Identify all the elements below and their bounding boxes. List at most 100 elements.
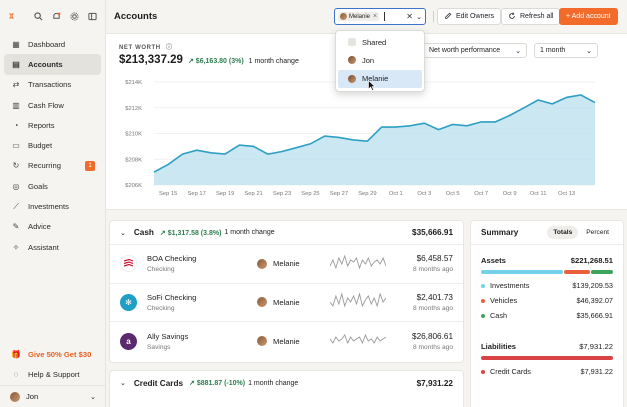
y-tick-label: $206K xyxy=(125,183,142,189)
avatar xyxy=(257,336,267,347)
x-tick-label: Oct 3 xyxy=(417,191,431,197)
gear-icon[interactable] xyxy=(69,11,79,21)
period-select[interactable]: 1 month ⌄ xyxy=(534,43,598,58)
legend-dot xyxy=(481,299,485,304)
info-icon[interactable]: ⓘ xyxy=(166,45,173,51)
tab-totals[interactable]: Totals xyxy=(547,226,579,239)
x-tick-label: Sep 21 xyxy=(244,191,262,197)
summary-item-label-wrap: Investments xyxy=(481,281,529,290)
assets-label: Assets xyxy=(481,256,506,265)
owner-option-jon[interactable]: Jon xyxy=(338,51,422,69)
sidebar-item-budget[interactable]: ▭ Budget xyxy=(4,135,101,155)
owner-option-label: Melanie xyxy=(362,74,389,84)
account-type: Checking xyxy=(147,266,175,274)
owner-chip[interactable]: Melanie × xyxy=(338,12,380,21)
sidebar-item-accounts[interactable]: ▤ Accounts xyxy=(4,54,101,75)
user-menu[interactable]: Jon ⌄ xyxy=(0,385,106,407)
account-updated-age: 8 months ago xyxy=(413,343,453,351)
help-support-label: Help & Support xyxy=(28,370,80,380)
assets-bar-cash xyxy=(590,270,613,274)
y-tick-label: $212K xyxy=(125,106,142,112)
referral-promo-label: Give 50% Get $30 xyxy=(28,350,92,360)
account-row-boa-checking[interactable]: BOA Checking Checking Melanie $6,458.57 8 mo… xyxy=(110,245,463,284)
app-logo-icon[interactable] xyxy=(8,9,15,23)
add-account-label: + Add account xyxy=(566,13,611,20)
help-support-link[interactable]: ◌ Help & Support xyxy=(4,365,102,385)
sidebar-item-investments[interactable]: ⟋ Investments xyxy=(4,196,101,216)
owner-chip-avatar xyxy=(340,13,347,20)
budget-icon: ▭ xyxy=(12,141,20,151)
owner-option-shared[interactable]: Shared xyxy=(338,33,422,51)
sidebar-item-recurring[interactable]: ↻ Recurring 1 xyxy=(4,156,101,176)
chip-remove-icon[interactable]: × xyxy=(373,13,378,20)
refresh-icon xyxy=(508,11,516,22)
reports-icon: ◔ xyxy=(13,120,19,130)
account-owner-label: Melanie xyxy=(273,259,300,269)
summary-item-label: Vehicles xyxy=(490,296,518,305)
refresh-all-button[interactable]: Refresh all xyxy=(501,8,561,25)
edit-owners-button[interactable]: Edit Owners xyxy=(437,8,502,25)
account-type: Checking xyxy=(147,304,175,312)
metric-select[interactable]: Net worth performance ⌄ xyxy=(423,43,527,58)
chevron-down-icon[interactable]: ⌄ xyxy=(120,229,126,237)
x-tick-label: Oct 5 xyxy=(446,191,460,197)
x-tick-label: Oct 9 xyxy=(503,191,517,197)
cash-header[interactable]: ⌄ Cash ↗ $1,317.58 (3.8%) 1 month change… xyxy=(110,221,463,245)
liabilities-row: Liabilities $7,931.22 xyxy=(471,339,623,354)
net-worth-value: $213,337.29 xyxy=(119,54,183,66)
sidebar-item-goals[interactable]: ◎ Goals xyxy=(4,176,101,196)
add-account-button[interactable]: + Add account xyxy=(559,8,618,25)
chevron-down-icon[interactable]: ⌄ xyxy=(416,13,422,21)
credit-cards-header[interactable]: ⌄ Credit Cards ↗ $881.87 (-10%) 1 month … xyxy=(110,371,463,395)
balance-sparkline xyxy=(330,254,386,270)
net-worth-area xyxy=(154,94,595,185)
account-updated-age: 8 months ago xyxy=(413,304,453,312)
x-tick-label: Sep 25 xyxy=(301,191,319,197)
owner-option-melanie[interactable]: Melanie xyxy=(338,69,422,88)
account-name: Ally Savings xyxy=(147,331,189,341)
sidebar-item-assistant[interactable]: ✧ Assistant xyxy=(4,237,101,257)
tab-percent[interactable]: Percent xyxy=(586,229,609,236)
sidebar-toggle-icon[interactable] xyxy=(87,11,97,21)
net-worth-label: NET WORTH ⓘ xyxy=(119,42,173,51)
referral-promo-link[interactable]: 🎁 Give 50% Get $30 xyxy=(4,344,102,364)
notification-bell-icon[interactable] xyxy=(51,11,61,21)
sidebar-item-cash-flow[interactable]: ▥ Cash Flow xyxy=(4,95,101,115)
summary-item-label-wrap: Vehicles xyxy=(481,296,517,305)
legend-dot xyxy=(481,370,485,375)
account-row-sofi-checking[interactable]: ✻ SoFi Checking Checking Melanie $2,401.73 8 … xyxy=(110,284,463,322)
liabilities-bar xyxy=(481,356,613,360)
clear-selection-icon[interactable]: ✕ xyxy=(406,12,413,21)
account-owner: Melanie xyxy=(257,297,300,308)
account-row-ally-savings[interactable]: a Ally Savings Savings Melanie $26,806.61 8 m… xyxy=(110,322,463,361)
account-owner: Melanie xyxy=(257,258,300,269)
x-tick-label: Sep 29 xyxy=(358,191,376,197)
sidebar-item-advice[interactable]: ✎ Advice xyxy=(4,217,101,237)
assets-total: $221,268.51 xyxy=(570,256,613,265)
sidebar-nav: ▦ Dashboard ▤ Accounts ⇄ Transactions ▥ Cash Fl… xyxy=(0,34,105,257)
mouse-cursor-icon xyxy=(368,79,376,94)
help-icon: ◌ xyxy=(13,370,19,380)
investments-icon: ⟋ xyxy=(13,201,19,211)
sidebar-item-dashboard[interactable]: ▦ Dashboard xyxy=(4,34,101,54)
x-tick-label: Oct 13 xyxy=(558,191,575,197)
cash-total: $35,666.91 xyxy=(412,228,453,237)
liability-breakdown-list: Credit Cards $7,931.22 xyxy=(471,364,623,379)
cash-card: ⌄ Cash ↗ $1,317.58 (3.8%) 1 month change… xyxy=(109,220,464,363)
credit-cards-total: $7,931.22 xyxy=(416,378,453,388)
avatar xyxy=(348,56,356,65)
owner-dropdown-menu: Shared Jon Melanie xyxy=(335,30,425,92)
summary-item-label-wrap: Credit Cards xyxy=(481,367,531,376)
chevron-down-icon[interactable]: ⌄ xyxy=(120,380,126,387)
sidebar-item-reports[interactable]: ◔ Reports xyxy=(4,115,101,135)
net-worth-chart[interactable]: $214K $212K $210K $208K $206K Sep 15 Sep 17 Sep… xyxy=(106,72,627,202)
bank-logo-icon: ✻ xyxy=(120,293,137,311)
account-type: Savings xyxy=(147,343,171,351)
search-icon[interactable] xyxy=(33,11,43,21)
assets-row: Assets $221,268.51 xyxy=(471,253,623,268)
net-worth-line xyxy=(153,94,596,173)
sidebar-item-transactions[interactable]: ⇄ Transactions xyxy=(4,75,101,95)
owner-filter-select[interactable]: Melanie × ✕ ⌄ xyxy=(334,8,426,25)
account-balance: $2,401.73 8 months ago xyxy=(413,293,453,312)
main-content: Accounts Melanie × ✕ ⌄ Edit Owners Refre… xyxy=(106,0,627,407)
